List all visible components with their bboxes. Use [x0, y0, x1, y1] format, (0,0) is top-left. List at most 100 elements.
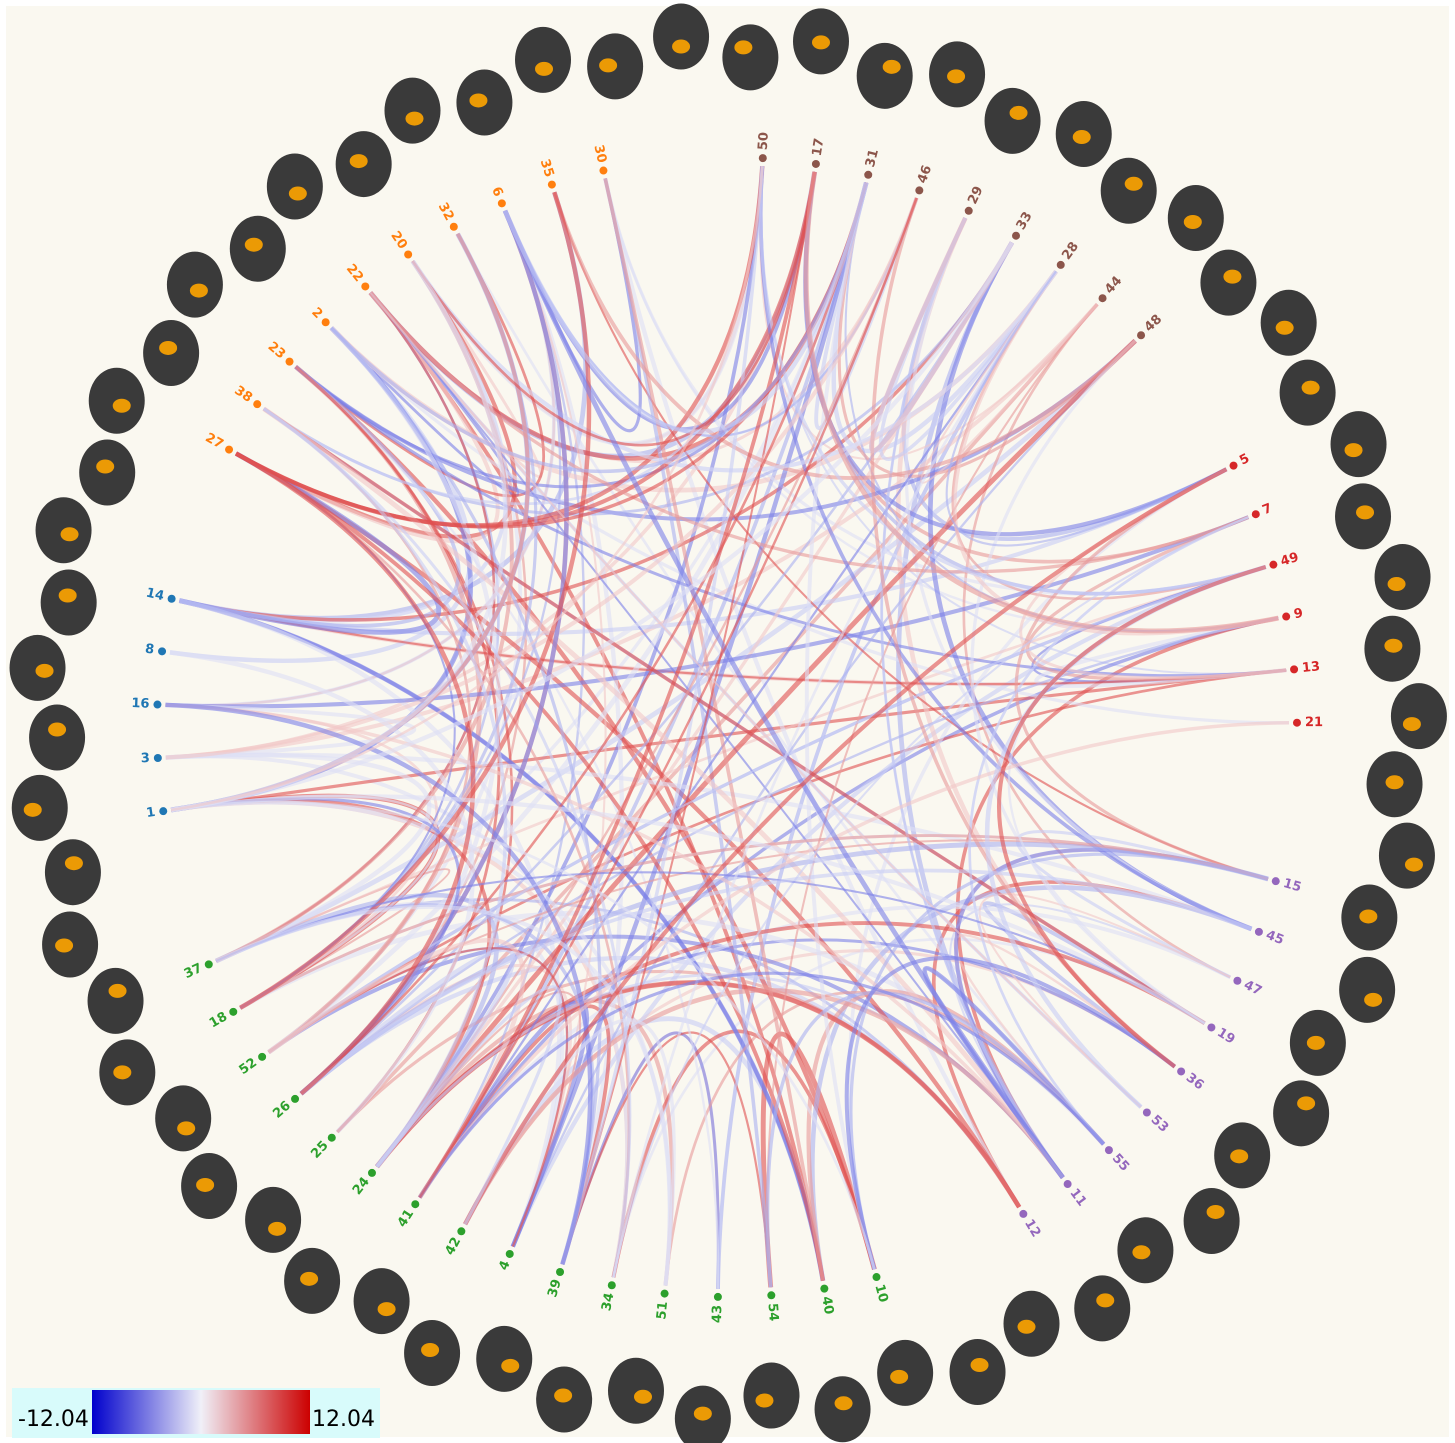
node-dot [1177, 1067, 1185, 1075]
brain [1379, 823, 1435, 889]
node-label: 16 [131, 696, 150, 712]
brain [743, 1363, 799, 1429]
brain-activation [61, 527, 79, 541]
brain [1273, 1080, 1329, 1146]
brain-activation [1073, 130, 1091, 144]
node-dot [714, 1293, 722, 1301]
brain-activation [300, 1272, 318, 1286]
brain-activation [378, 1302, 396, 1316]
node-dot [1019, 1210, 1027, 1218]
brain-activation [421, 1343, 439, 1357]
node-label: 50 [756, 132, 772, 151]
node-dot [450, 223, 458, 231]
brain [1101, 158, 1157, 224]
node-dot [1233, 977, 1241, 985]
brain-activation [1302, 381, 1320, 395]
chart: 5017314629332844485749913211545471936535… [0, 0, 1455, 1443]
node-dot [291, 1095, 299, 1103]
node-dot [404, 251, 412, 259]
brain-activation [1356, 505, 1374, 519]
node-dot [229, 1008, 237, 1016]
node-dot [1105, 1146, 1113, 1154]
brain-activation [947, 69, 965, 83]
node-dot [258, 1053, 266, 1061]
node-dot [1293, 719, 1301, 727]
brain-activation [1388, 577, 1406, 591]
brain-activation [1223, 270, 1241, 284]
node-dot [873, 1273, 881, 1281]
brain-activation [501, 1359, 519, 1373]
node-dot [253, 400, 261, 408]
node-dot [1064, 1180, 1072, 1188]
node-dot [225, 446, 233, 454]
brain [1184, 1188, 1240, 1254]
brain-activation [1405, 858, 1423, 872]
brain-activation [1364, 993, 1382, 1007]
brain-activation [1096, 1293, 1114, 1307]
node-label: 51 [654, 1301, 671, 1321]
node-dot [1255, 928, 1263, 936]
brain-activation [634, 1390, 652, 1404]
node-dot [286, 358, 294, 366]
brain [1331, 411, 1387, 477]
brain-activation [113, 399, 131, 413]
node-dot [1230, 462, 1238, 470]
brain-activation [1403, 717, 1421, 731]
node-label: 21 [1305, 715, 1323, 730]
node-dot [556, 1268, 564, 1276]
brain-activation [1230, 1149, 1248, 1163]
brain [515, 27, 571, 93]
node-dot [759, 154, 767, 162]
brain-activation [48, 723, 66, 737]
brain [155, 1085, 211, 1151]
brain-activation [159, 341, 177, 355]
brain-activation [65, 856, 83, 870]
node-dot [328, 1134, 336, 1142]
node-dot [168, 595, 176, 603]
node-dot [498, 199, 506, 207]
node-dot [548, 181, 556, 189]
node-dot [1207, 1023, 1215, 1031]
node-dot [1143, 1108, 1151, 1116]
brain-activation [350, 154, 368, 168]
node-dot [1272, 877, 1280, 885]
node-dot [506, 1250, 514, 1258]
brain-activation [1018, 1320, 1036, 1334]
brain-activation [245, 238, 263, 252]
brain-activation [1125, 177, 1143, 191]
brain-activation [812, 35, 830, 49]
brain-activation [1132, 1245, 1150, 1259]
brain-activation [971, 1358, 989, 1372]
brain-activation [1207, 1205, 1225, 1219]
brain [722, 24, 778, 90]
node-dot [812, 160, 820, 168]
node-dot [158, 647, 166, 655]
brain [245, 1187, 301, 1253]
brain [1375, 544, 1431, 610]
node-dot [1012, 232, 1020, 240]
node-dot [1137, 331, 1145, 339]
brain-activation [1386, 775, 1404, 789]
brain [1074, 1275, 1130, 1341]
node-dot [1057, 261, 1065, 269]
node-dot [661, 1290, 669, 1298]
node-dot [608, 1281, 616, 1289]
brain-activation [113, 1065, 131, 1079]
node-dot [1269, 561, 1277, 569]
brain [45, 839, 101, 905]
brain-activation [883, 60, 901, 74]
brain-activation [59, 588, 77, 602]
node-dot [457, 1227, 465, 1235]
brain-activation [599, 58, 617, 72]
node-label: 13 [1301, 659, 1321, 676]
colorbar-min: -12.04 [18, 1407, 89, 1432]
brain [857, 43, 913, 109]
brain-activation [405, 112, 423, 126]
brain [608, 1358, 664, 1424]
colorbar: -12.04 12.04 [12, 1388, 380, 1438]
brain [29, 705, 85, 771]
node-dot [864, 171, 872, 179]
node-label: 54 [764, 1303, 780, 1322]
brain-activation [1276, 321, 1294, 335]
node-dot [411, 1200, 419, 1208]
